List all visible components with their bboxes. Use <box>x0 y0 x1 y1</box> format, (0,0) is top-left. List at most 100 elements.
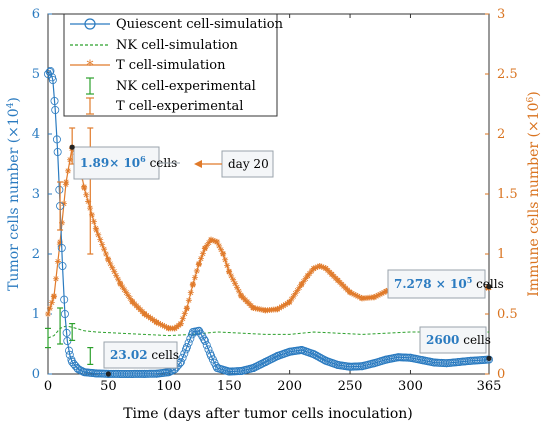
x-axis-label: Time (days after tumor cells inoculation… <box>123 406 413 422</box>
series-quiescent-point <box>201 336 210 345</box>
series-quiescent-point <box>178 353 187 362</box>
series-tcell-point <box>99 241 106 248</box>
callout-dot <box>486 355 492 361</box>
series-tcell-point <box>159 322 166 329</box>
series-quiescent-point <box>60 295 69 304</box>
series-tcell-point <box>232 280 239 287</box>
series-tcell-point <box>350 291 357 298</box>
legend-label: NK cell-simulation <box>116 38 239 53</box>
callout-a4: 7.278 × 105 cells <box>387 269 504 299</box>
series-tcell-point <box>226 269 233 275</box>
series-tcell-point <box>354 293 361 300</box>
series-quiescent-point <box>45 67 54 76</box>
series-tcell-point <box>193 267 200 274</box>
callout-label: 23.02 cells <box>110 348 179 362</box>
callout-label: day 20 <box>228 157 269 171</box>
series-tcell-point <box>318 263 325 270</box>
y-left-tick-label: 2 <box>32 247 40 262</box>
callout-a2: day 20 <box>221 150 274 178</box>
series-tcell-point <box>93 227 100 233</box>
series-tcell-point <box>57 239 64 245</box>
y-left-tick-label: 5 <box>32 67 40 82</box>
x-tick-label: 200 <box>277 379 302 394</box>
callout-a5: 2600 cells <box>419 326 491 354</box>
y-left-tick-label: 6 <box>32 7 40 22</box>
series-nk-line <box>47 325 490 339</box>
series-tcell-point <box>101 246 108 253</box>
y-right-tick-label: 1.5 <box>497 187 518 202</box>
series-tcell-point <box>298 281 305 287</box>
y-axis-right-label: Immune cells number (×106) <box>526 91 542 296</box>
series-quiescent-point <box>186 334 195 343</box>
series-quiescent-point <box>51 106 60 115</box>
series-tcell-point <box>153 319 160 326</box>
x-tick-label: 150 <box>217 379 242 394</box>
callout-dot <box>105 371 112 377</box>
callout-label: 7.278 × 105 cells <box>394 275 504 291</box>
series-tcell-point <box>202 245 209 251</box>
series-tcell-point <box>282 301 289 308</box>
series-tcell-point <box>284 300 291 307</box>
series-tcell-point <box>274 306 281 313</box>
series-tcell-point <box>63 179 70 185</box>
series-tcell-point <box>185 297 192 304</box>
series-quiescent-point <box>180 349 189 358</box>
axis-ticks: 0 50 100 150 200 250 300 365012345600.511.522.5… <box>32 7 518 394</box>
series-tcell-point <box>97 236 104 243</box>
series-tcell-point <box>151 317 158 324</box>
series-tcell-point <box>163 324 170 331</box>
series-tcell-point <box>383 288 390 295</box>
x-tick-label: 100 <box>156 379 181 394</box>
series-tcell-point <box>183 305 190 311</box>
series-layer <box>44 67 493 378</box>
callouts: 1.89× 106 cells day 20 23.02 cells 7.278 × … <box>69 144 504 377</box>
series-tcell-point <box>214 239 221 245</box>
y-right-tick-label: 0 <box>497 367 505 382</box>
series-tcell-point <box>45 311 51 317</box>
legend-circle-marker <box>84 18 96 30</box>
callout-arrowhead <box>194 160 202 168</box>
series-tcell-point <box>228 272 235 279</box>
series-tcell-point <box>218 246 225 253</box>
series-tcell-point <box>59 219 66 226</box>
y-right-tick-label: 3 <box>497 7 505 22</box>
series-tcell-point <box>292 290 299 297</box>
series-tcell-point <box>90 218 97 225</box>
series-tcell-point <box>276 305 283 312</box>
legend-item-tcell: * T cell-simulation <box>70 58 226 74</box>
series-tcell-point <box>161 323 168 330</box>
series-quiescent-point <box>48 76 57 85</box>
series-quiescent-point <box>57 243 66 252</box>
series-quiescent-point <box>60 309 69 318</box>
series-tcell-point <box>235 288 242 295</box>
series-tcell-point <box>85 198 92 205</box>
y-left-tick-label: 1 <box>32 307 40 322</box>
x-tick-label: 250 <box>338 379 363 394</box>
series-tcell-point <box>222 256 229 263</box>
series-tcell-point <box>320 264 327 271</box>
y-right-tick-label: 1 <box>497 247 505 262</box>
series-tcell-point <box>127 295 134 302</box>
series-tcell-point <box>65 167 72 174</box>
series-tcell-point <box>51 293 58 299</box>
callout-dot <box>486 284 492 290</box>
series-tcell-point <box>220 251 227 257</box>
series-tcell-point <box>187 289 194 296</box>
legend-label: T cell-experimental <box>116 99 243 114</box>
series-tcell-point <box>48 299 55 306</box>
y-left-tick-label: 3 <box>32 187 40 202</box>
legend-label: NK cell-experimental <box>116 79 256 94</box>
y-axis-left-label: Tumor cells number (×104) <box>6 97 22 291</box>
series-tcell-point <box>123 289 130 296</box>
series-tcell-point <box>81 185 88 191</box>
series-tcell-point <box>314 263 321 270</box>
series-tcell-point <box>155 320 162 327</box>
series-tcell-point <box>121 286 128 293</box>
series-tcell-point <box>83 191 90 198</box>
series-tcell-point <box>300 278 307 285</box>
series-tcell-point <box>102 251 109 257</box>
series-quiescent-point <box>202 341 211 350</box>
series-tcell-point <box>286 299 293 305</box>
x-tick-label: 0 <box>44 379 52 394</box>
